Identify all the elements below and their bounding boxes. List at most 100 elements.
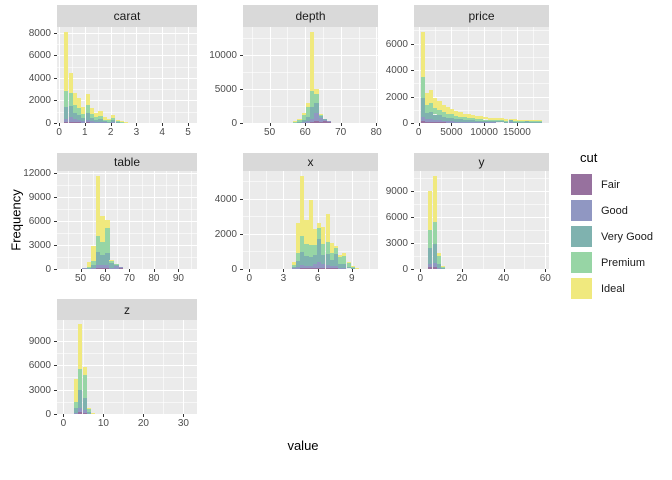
histogram-bar-segment-premium [111,118,116,121]
major-gridline [143,320,145,414]
histogram-bar-segment-ideal [537,120,542,122]
histogram-bar-segment-good [85,119,90,123]
histogram-bar-segment-very-good [521,121,526,123]
y-axis-tick [411,96,414,98]
histogram-bar-segment-fair [81,122,86,123]
minor-gridline [435,27,436,123]
histogram-bar-segment-very-good [86,267,92,269]
histogram-bar-segment-very-good [470,120,476,122]
histogram-bar-segment-premium [86,266,92,268]
histogram-bar-segment-premium [102,119,107,122]
major-gridline [178,171,180,269]
major-gridline [57,55,197,57]
histogram-bar-segment-ideal [91,245,96,261]
x-axis-tick-label: 5 [185,127,191,138]
major-gridline [484,27,486,123]
histogram-bar-segment-fair [82,413,87,414]
histogram-bar-segment-fair [95,268,101,269]
minor-gridline [57,89,197,91]
minor-gridline [500,27,502,123]
major-gridline [340,27,342,123]
histogram-bar-segment-premium [496,120,501,122]
histogram-bar-segment-premium [85,105,90,113]
x-axis-tick-label: 30 [177,418,189,429]
histogram-bar-segment-good [322,119,328,121]
histogram-bar-segment-good [68,117,73,122]
histogram-bar-segment-very-good [475,120,480,123]
major-gridline [376,27,378,123]
histogram-bar-segment-good [329,265,334,269]
minor-gridline [414,83,549,85]
y-axis-tick-label: 2000 [385,91,408,103]
histogram-bar-segment-premium [308,244,313,257]
histogram-bar-segment-good [450,121,455,123]
major-gridline [414,70,549,71]
histogram-bar-segment-premium [424,104,430,113]
major-gridline [153,171,155,269]
minor-gridline [166,171,168,269]
histogram-bar-segment-good [310,119,315,123]
x-axis-tick [545,269,547,272]
histogram-bar-segment-premium [98,115,103,119]
minor-gridline [358,27,360,123]
histogram-bar-segment-very-good [529,121,534,123]
histogram-bar-segment-good [433,119,438,123]
legend-swatch-premium [571,252,592,273]
histogram-bar-segment-premium [458,116,463,120]
major-gridline [283,171,285,269]
histogram-bar-segment-premium [314,94,319,103]
histogram-bar-segment-premium [115,120,120,122]
histogram-bar-segment-premium [445,113,450,118]
facet-strip: depth [243,5,378,27]
major-gridline [305,27,307,123]
histogram-bar-segment-very-good [321,254,326,264]
x-axis-tick [110,123,112,126]
minor-gridline [414,30,549,32]
histogram-bar-segment-premium [516,120,522,122]
histogram-bar-segment-very-good [308,256,313,267]
histogram-bar-segment-good [424,119,430,123]
histogram-bar-segment-very-good [297,121,302,123]
x-axis-tick [503,269,505,272]
major-gridline [84,27,86,123]
x-axis-tick [317,269,319,272]
x-axis-tick [103,414,105,417]
x-axis-tick [136,123,138,126]
histogram-bar-segment-very-good [537,122,542,123]
histogram-bar-segment-premium [86,409,91,413]
x-axis-tick [484,123,486,126]
histogram-bar-segment-very-good [102,121,107,123]
x-axis-tick [249,269,251,272]
histogram-bar-segment-ideal [516,119,522,121]
facet-panel-z [57,320,197,414]
histogram-bar-segment-good [91,268,96,269]
y-axis-tick [411,190,414,192]
histogram-bar-segment-ideal [450,108,455,115]
x-axis-tick [516,123,518,126]
histogram-bar-segment-premium [95,236,101,253]
y-axis-tick [54,77,57,79]
histogram-bar-segment-ideal [111,115,116,119]
histogram-bar-segment-fair [105,268,110,269]
histogram-bar-segment-fair [329,268,334,269]
histogram-bar-segment-ideal [105,219,110,228]
histogram-bar-segment-ideal [321,226,326,244]
x-axis-tick [376,123,378,126]
histogram-bar-segment-very-good [500,121,505,123]
histogram-bar-segment-fair [322,120,328,123]
histogram-bar-segment-very-good [462,119,467,122]
y-axis-tick-label: 4000 [214,193,237,205]
histogram-bar-segment-ideal [310,31,315,92]
major-gridline [63,320,65,414]
x-axis-tick-label: 3 [280,273,287,284]
minor-gridline [414,56,549,58]
legend-label: Ideal [601,282,625,295]
histogram-bar-segment-premium [350,266,355,268]
minor-gridline [149,27,151,123]
histogram-bar-segment-good [325,265,330,268]
histogram-bar-segment-good [94,121,99,123]
histogram-bar-segment-good [342,267,347,269]
histogram-bar-segment-very-good [466,120,471,122]
histogram-bar-segment-premium [321,243,326,255]
histogram-bar-segment-very-good [115,121,120,123]
